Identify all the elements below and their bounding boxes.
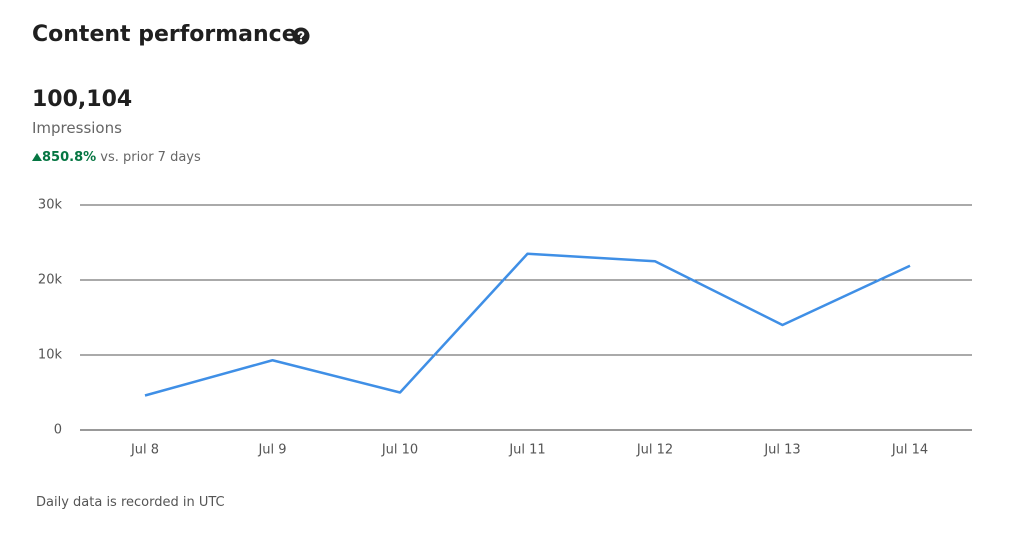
chart: 0 10k 20k 30k Jul 8 Jul 9 Jul 10 Jul 11 Jul 12 Ju… [38,198,972,458]
x-tick-label: Jul 10 [381,443,418,458]
y-tick-label: 10k [38,348,63,363]
x-tick-label: Jul 9 [257,443,286,458]
x-tick-label: Jul 12 [636,443,673,458]
y-tick-label: 0 [54,423,62,438]
help-icon[interactable] [292,27,310,45]
y-tick-label: 30k [38,198,63,213]
x-tick-label: Jul 11 [508,443,545,458]
x-tick-label: Jul 14 [891,443,928,458]
x-tick-label: Jul 13 [763,443,800,458]
up-arrow [32,153,42,161]
impressions-line [144,252,911,397]
change-percent: 850.8% [42,150,97,165]
total-impressions: 100,104 [32,87,133,112]
x-tick-label: Jul 8 [130,443,159,458]
title: Content performance [32,22,297,47]
metric-label: Impressions [32,119,122,137]
footnote: Daily data is recorded in UTC [36,495,225,510]
change-row: 850.8% vs. prior 7 days [32,150,201,165]
comparison: vs. prior 7 days [100,150,201,165]
y-tick-label: 20k [38,273,63,288]
